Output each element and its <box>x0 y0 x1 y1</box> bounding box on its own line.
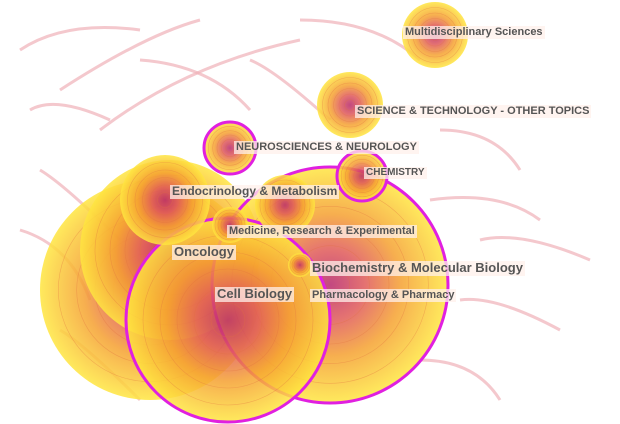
network-link <box>59 18 201 92</box>
network-link <box>99 38 301 132</box>
node-label-chemistry[interactable]: CHEMISTRY <box>364 167 427 179</box>
network-link <box>19 26 141 52</box>
network-link <box>419 358 502 401</box>
node-neurosciences[interactable] <box>202 120 258 176</box>
network-link <box>29 102 111 122</box>
node-label-neurosciences[interactable]: NEUROSCIENCES & NEUROLOGY <box>234 141 419 154</box>
node-pharmacology[interactable] <box>288 253 312 277</box>
node-label-oncology[interactable]: Oncology <box>172 244 236 260</box>
node-label-multidisciplinary-sciences[interactable]: Multidisciplinary Sciences <box>403 26 545 39</box>
node-label-endocrinology[interactable]: Endocrinology & Metabolism <box>170 184 340 199</box>
network-link <box>429 196 541 222</box>
node-label-pharmacology[interactable]: Pharmacology & Pharmacy <box>310 289 457 302</box>
node-label-biochemistry[interactable]: Biochemistry & Molecular Biology <box>310 260 525 276</box>
node-label-science-technology[interactable]: SCIENCE & TECHNOLOGY - OTHER TOPICS <box>355 105 592 118</box>
node-label-medicine-research[interactable]: Medicine, Research & Experimental <box>227 225 417 238</box>
network-link <box>299 18 421 62</box>
network-link <box>139 58 252 111</box>
node-label-cell-biology[interactable]: Cell Biology <box>215 286 295 302</box>
node-endocrinology[interactable] <box>120 155 210 245</box>
network-link <box>479 236 591 262</box>
network-link <box>459 297 561 332</box>
network-link <box>439 128 522 171</box>
